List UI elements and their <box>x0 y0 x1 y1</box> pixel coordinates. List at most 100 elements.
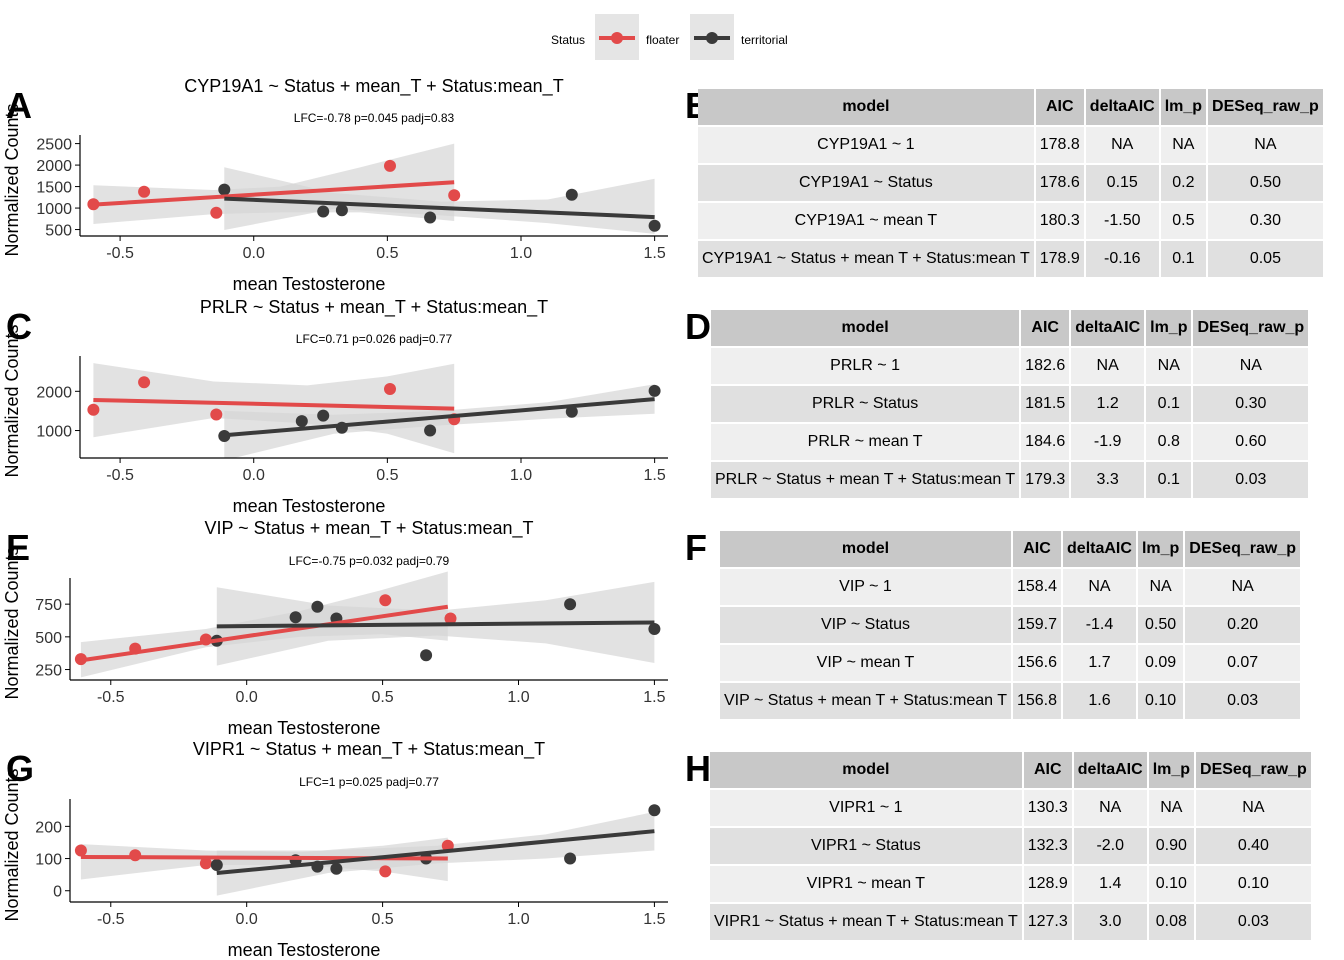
data-point-territorial <box>648 623 661 635</box>
charts-layer: CYP19A1 ~ Status + mean_T + Status:mean_… <box>2 76 668 960</box>
data-point-territorial <box>218 183 231 196</box>
table-cell: 0.20 <box>1185 607 1300 643</box>
table-cell: PRLR ~ Status <box>711 386 1020 422</box>
column-header: AIC <box>1023 752 1072 788</box>
table-cell: 128.9 <box>1023 866 1072 902</box>
model-table-cyp19a1: model AIC deltaAIC lm_p DESeq_raw_p CYP19A1 ~… <box>696 87 1325 279</box>
table-cell: 0.10 <box>1148 866 1195 902</box>
data-point-floater <box>384 159 396 172</box>
table-cell: VIP ~ mean T <box>720 645 1011 681</box>
y-tick-label: 200 <box>35 819 62 836</box>
table-cell: 0.10 <box>1196 866 1311 902</box>
table-cell: NA <box>1085 127 1159 163</box>
table-header-row: model AIC deltaAIC lm_p DESeq_raw_p <box>711 310 1309 346</box>
table-cell: 179.3 <box>1021 462 1070 498</box>
table-cell: 0.60 <box>1193 424 1309 460</box>
x-axis-label: mean Testosterone <box>228 718 381 738</box>
y-tick-label: 2500 <box>36 137 72 154</box>
table-row: PRLR ~ 1 182.6 NA NA NA <box>711 348 1309 384</box>
table-cell: -1.50 <box>1085 203 1159 239</box>
table-cell: 130.3 <box>1023 790 1072 826</box>
table-cell: 0.2 <box>1160 165 1207 201</box>
x-tick-label: 0.0 <box>243 467 265 484</box>
chart-subtitle: LFC=1 p=0.025 padj=0.77 <box>299 775 439 789</box>
y-tick-label: 1000 <box>36 424 72 441</box>
table-row: VIP ~ Status + mean T + Status:mean T 156… <box>720 683 1300 719</box>
x-tick-label: 1.0 <box>507 689 529 706</box>
table-cell: NA <box>1071 348 1145 384</box>
table-row: CYP19A1 ~ Status 178.6 0.15 0.2 0.50 <box>698 165 1323 201</box>
table-cell: 178.9 <box>1035 241 1084 277</box>
x-tick-label: 1.5 <box>643 911 665 928</box>
table-cell: CYP19A1 ~ Status + mean T + Status:mean … <box>698 241 1034 277</box>
panel-letter-f: F <box>685 527 707 568</box>
table-cell: 0.03 <box>1196 904 1311 940</box>
model-table-vip: model AIC deltaAIC lm_p DESeq_raw_p VIP ~ 1 15… <box>718 529 1302 721</box>
x-tick-label: 0.5 <box>376 467 398 484</box>
column-header: lm_p <box>1160 89 1207 125</box>
column-header: DESeq_raw_p <box>1208 89 1323 125</box>
chart-title: PRLR ~ Status + mean_T + Status:mean_T <box>200 297 548 318</box>
data-point-territorial <box>565 405 578 418</box>
column-header: model <box>698 89 1034 125</box>
table-row: VIPR1 ~ mean T 128.9 1.4 0.10 0.10 <box>710 866 1311 902</box>
table-row: CYP19A1 ~ mean T 180.3 -1.50 0.5 0.30 <box>698 203 1323 239</box>
table-cell: 0.1 <box>1160 241 1207 277</box>
table-cell: 0.07 <box>1185 645 1300 681</box>
confidence-ribbon-floater <box>93 363 455 454</box>
y-axis-label: Normalized Counts <box>2 546 22 699</box>
model-table-vipr1: model AIC deltaAIC lm_p DESeq_raw_p VIPR1 ~ 1… <box>708 750 1313 942</box>
chart-title: CYP19A1 ~ Status + mean_T + Status:mean_… <box>184 76 563 97</box>
table-row: VIP ~ mean T 156.6 1.7 0.09 0.07 <box>720 645 1300 681</box>
x-tick-label: 1.0 <box>510 245 532 262</box>
x-tick-label: -0.5 <box>106 467 134 484</box>
data-point-floater <box>384 383 396 395</box>
table-cell: -1.9 <box>1071 424 1145 460</box>
table-cell: 0.15 <box>1085 165 1159 201</box>
data-point-territorial <box>317 409 330 422</box>
table-cell: NA <box>1193 348 1309 384</box>
legend-label-territorial: territorial <box>741 33 788 47</box>
panel-letter-d: D <box>685 306 711 347</box>
data-point-territorial <box>295 415 308 428</box>
column-header: model <box>711 310 1020 346</box>
table-row: PRLR ~ Status 181.5 1.2 0.1 0.30 <box>711 386 1309 422</box>
x-tick-label: 1.0 <box>507 911 529 928</box>
table-cell: -1.4 <box>1063 607 1136 643</box>
y-tick-label: 1500 <box>36 180 72 197</box>
table-header-row: model AIC deltaAIC lm_p DESeq_raw_p <box>720 531 1300 567</box>
x-tick-label: 1.0 <box>510 467 532 484</box>
table-row: PRLR ~ Status + mean T + Status:mean T 17… <box>711 462 1309 498</box>
table-cell: 0.03 <box>1193 462 1309 498</box>
table-cell: 1.7 <box>1063 645 1136 681</box>
chart-panel: CYP19A1 ~ Status + mean_T + Status:mean_… <box>2 76 668 294</box>
legend-label-floater: floater <box>646 33 679 47</box>
table-cell: 178.8 <box>1035 127 1084 163</box>
table-cell: 0.40 <box>1196 828 1311 864</box>
table-cell: 127.3 <box>1023 904 1072 940</box>
table-cell: 3.0 <box>1073 904 1147 940</box>
column-header: AIC <box>1012 531 1062 567</box>
table-header-row: model AIC deltaAIC lm_p DESeq_raw_p <box>698 89 1323 125</box>
legend: Status floater territorial <box>551 14 788 60</box>
table-cell: NA <box>1196 790 1311 826</box>
data-point-territorial <box>648 219 661 232</box>
data-point-territorial <box>420 649 433 662</box>
x-axis-label: mean Testosterone <box>228 940 381 960</box>
table-cell: 181.5 <box>1021 386 1070 422</box>
column-header: deltaAIC <box>1071 310 1145 346</box>
table-cell: PRLR ~ Status + mean T + Status:mean T <box>711 462 1020 498</box>
table-cell: VIPR1 ~ Status + mean T + Status:mean T <box>710 904 1022 940</box>
table-cell: 156.6 <box>1012 645 1062 681</box>
data-point-territorial <box>564 598 577 611</box>
table-cell: NA <box>1160 127 1207 163</box>
column-header: deltaAIC <box>1085 89 1159 125</box>
y-tick-label: 2000 <box>36 158 72 175</box>
table-row: VIPR1 ~ 1 130.3 NA NA NA <box>710 790 1311 826</box>
data-point-floater <box>444 612 457 625</box>
y-tick-label: 1000 <box>36 201 72 218</box>
chart-subtitle: LFC=-0.75 p=0.032 padj=0.79 <box>289 554 450 568</box>
table-row: VIP ~ Status 159.7 -1.4 0.50 0.20 <box>720 607 1300 643</box>
table-row: PRLR ~ mean T 184.6 -1.9 0.8 0.60 <box>711 424 1309 460</box>
